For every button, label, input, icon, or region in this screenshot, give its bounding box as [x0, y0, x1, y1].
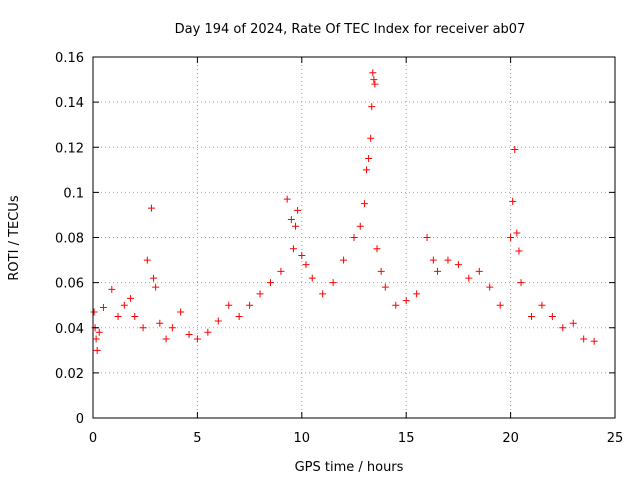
data-points: [90, 69, 598, 354]
axis-ticks: 0 5 10 15 20 25 0 0.02 0.04 0.06 0.08 0.1 0.12 0.14 0.…: [55, 51, 623, 446]
y-tick-label: 0.1: [63, 186, 84, 201]
data-point: [402, 297, 410, 305]
data-point: [95, 328, 103, 336]
data-point: [538, 301, 546, 309]
data-point: [392, 301, 400, 309]
data-point: [143, 256, 151, 264]
data-point: [444, 256, 452, 264]
data-point: [363, 166, 371, 174]
y-axis-label: ROTI / TECUs: [7, 195, 22, 280]
data-point: [277, 267, 285, 275]
data-point: [177, 308, 185, 316]
data-point: [294, 206, 302, 214]
data-point: [214, 317, 222, 325]
data-point: [434, 267, 442, 275]
y-tick-label: 0.02: [55, 367, 84, 382]
data-point: [139, 324, 147, 332]
data-point: [413, 290, 421, 298]
data-point: [377, 267, 385, 275]
data-point: [340, 256, 348, 264]
data-point: [308, 274, 316, 282]
x-tick-label: 5: [193, 431, 201, 446]
x-tick-label: 20: [502, 431, 519, 446]
y-tick-label: 0: [76, 412, 84, 427]
data-point: [517, 279, 525, 287]
data-point: [147, 204, 155, 212]
data-point: [515, 247, 523, 255]
data-point: [381, 283, 389, 291]
data-point: [475, 267, 483, 275]
data-point: [204, 328, 212, 336]
data-point: [302, 261, 310, 269]
y-tick-label: 0.16: [55, 51, 84, 66]
data-point: [162, 335, 170, 343]
data-point: [368, 103, 376, 111]
data-point: [465, 274, 473, 282]
data-point: [580, 335, 588, 343]
data-point: [319, 290, 327, 298]
data-point: [235, 312, 243, 320]
x-tick-label: 15: [398, 431, 415, 446]
data-point: [365, 155, 373, 163]
data-point: [266, 279, 274, 287]
data-point: [369, 69, 377, 77]
data-point: [454, 261, 462, 269]
y-tick-label: 0.14: [55, 96, 84, 111]
data-point: [93, 346, 101, 354]
data-point: [509, 197, 517, 205]
data-point: [360, 200, 368, 208]
data-point: [168, 324, 176, 332]
data-point: [292, 222, 300, 230]
data-point: [193, 335, 201, 343]
data-point: [423, 234, 431, 241]
data-point: [511, 146, 519, 154]
data-point: [329, 279, 337, 287]
x-axis-label: GPS time / hours: [295, 460, 404, 475]
data-point: [114, 312, 122, 320]
data-point: [527, 312, 535, 320]
data-point: [92, 335, 100, 343]
data-point: [225, 301, 233, 309]
data-point: [256, 290, 264, 298]
data-point: [356, 222, 364, 230]
data-point: [370, 76, 378, 84]
data-point: [429, 256, 437, 264]
data-point: [156, 319, 164, 327]
data-point: [548, 312, 556, 320]
y-tick-label: 0.12: [55, 141, 84, 156]
x-tick-label: 25: [607, 431, 624, 446]
data-point: [127, 294, 135, 302]
data-point: [496, 301, 504, 309]
data-point: [287, 215, 295, 223]
data-point: [283, 195, 291, 203]
data-point: [108, 285, 116, 293]
y-tick-label: 0.04: [55, 322, 84, 337]
data-point: [99, 303, 107, 311]
data-point: [367, 134, 375, 142]
y-tick-label: 0.06: [55, 277, 84, 292]
data-point: [350, 234, 358, 241]
data-point: [131, 312, 139, 320]
data-point: [150, 274, 158, 282]
data-point: [289, 245, 297, 253]
y-tick-label: 0.08: [55, 232, 84, 247]
data-point: [373, 245, 381, 253]
data-point: [559, 324, 567, 332]
data-point: [90, 308, 98, 316]
data-point: [507, 234, 515, 241]
data-point: [569, 319, 577, 327]
data-point: [120, 301, 128, 309]
data-point: [486, 283, 494, 291]
data-point: [298, 252, 306, 260]
data-point: [513, 229, 521, 237]
data-point: [152, 283, 160, 291]
data-point: [371, 80, 379, 88]
data-point: [590, 337, 598, 345]
chart-title: Day 194 of 2024, Rate Of TEC Index for r…: [175, 22, 526, 37]
data-point: [185, 331, 193, 339]
data-point: [246, 301, 254, 309]
x-tick-label: 10: [294, 431, 311, 446]
x-tick-label: 0: [89, 431, 97, 446]
